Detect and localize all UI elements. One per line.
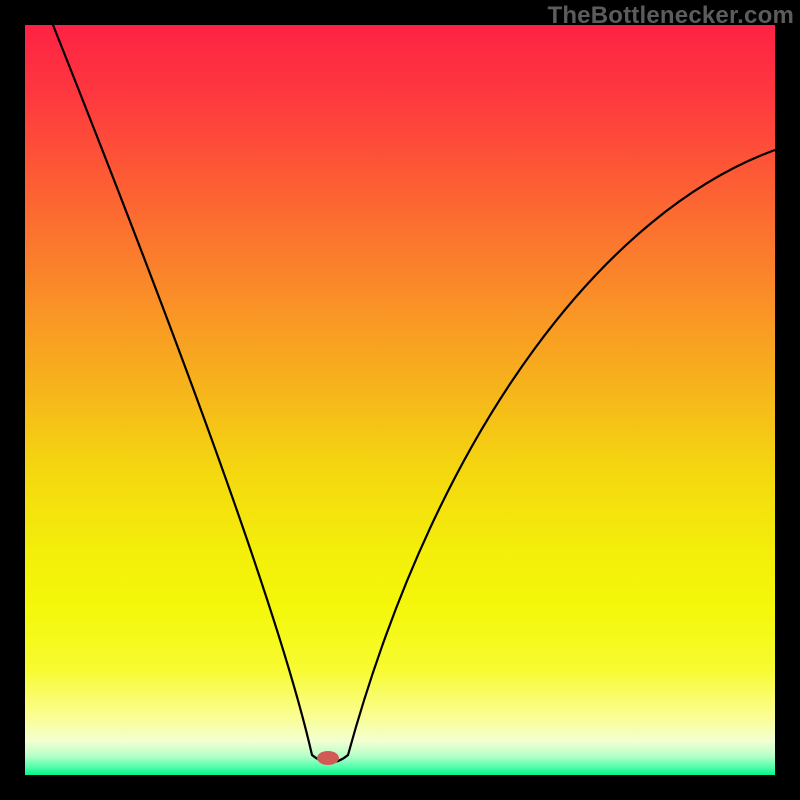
optimum-marker bbox=[317, 751, 339, 765]
plot-gradient-area bbox=[25, 25, 775, 775]
watermark-text: TheBottlenecker.com bbox=[547, 0, 800, 30]
chart-stage: TheBottlenecker.com bbox=[0, 0, 800, 800]
chart-svg bbox=[0, 0, 800, 800]
